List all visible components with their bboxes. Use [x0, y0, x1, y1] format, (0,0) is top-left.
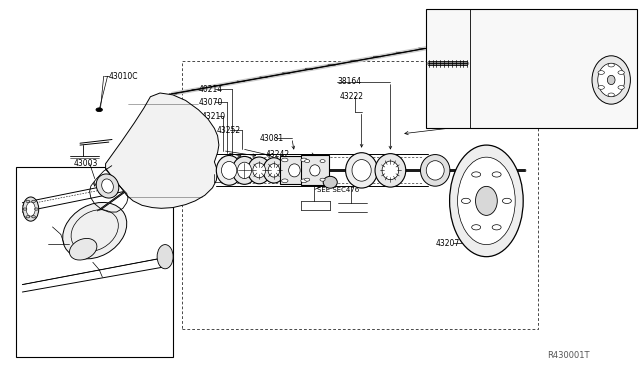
Ellipse shape: [346, 153, 378, 188]
Text: 43210: 43210: [202, 112, 226, 121]
Circle shape: [282, 179, 288, 183]
Text: 38164: 38164: [337, 77, 362, 86]
Ellipse shape: [310, 165, 320, 176]
Text: SEE SEC476: SEE SEC476: [317, 187, 359, 193]
Circle shape: [598, 71, 604, 74]
Circle shape: [96, 108, 102, 112]
Ellipse shape: [382, 161, 399, 180]
Ellipse shape: [157, 245, 173, 269]
Polygon shape: [106, 93, 219, 208]
Ellipse shape: [102, 179, 113, 193]
Ellipse shape: [96, 174, 119, 198]
Text: R430001T: R430001T: [547, 351, 589, 360]
Circle shape: [301, 158, 307, 162]
Text: 43222: 43222: [339, 92, 364, 101]
Text: DIFFERENTIAL: DIFFERENTIAL: [475, 31, 529, 40]
Ellipse shape: [26, 202, 35, 216]
Ellipse shape: [426, 161, 444, 180]
Circle shape: [598, 86, 604, 89]
Circle shape: [301, 179, 307, 183]
Ellipse shape: [352, 160, 371, 181]
Ellipse shape: [375, 154, 406, 187]
Circle shape: [618, 71, 625, 74]
Circle shape: [320, 160, 325, 163]
Bar: [182, 61, 538, 329]
Circle shape: [35, 208, 38, 210]
Bar: [426, 9, 637, 128]
Circle shape: [320, 178, 325, 181]
Text: 432222B: 432222B: [197, 170, 231, 179]
Circle shape: [282, 158, 288, 162]
Text: 43070: 43070: [198, 98, 223, 107]
Circle shape: [502, 198, 511, 203]
Circle shape: [26, 216, 29, 218]
Bar: [16, 167, 173, 357]
Ellipse shape: [263, 158, 285, 183]
Ellipse shape: [323, 176, 337, 188]
Circle shape: [608, 93, 614, 97]
Circle shape: [472, 172, 481, 177]
Circle shape: [618, 86, 625, 89]
Bar: [280, 157, 308, 184]
Text: 43081: 43081: [259, 134, 284, 143]
Text: 43003: 43003: [74, 159, 98, 168]
Text: 38165N(LH): 38165N(LH): [475, 64, 517, 70]
Ellipse shape: [449, 145, 523, 257]
Text: 43010C: 43010C: [109, 72, 138, 81]
Ellipse shape: [420, 155, 450, 186]
Ellipse shape: [253, 163, 266, 178]
Ellipse shape: [63, 202, 127, 259]
Ellipse shape: [607, 75, 615, 84]
Text: DIFF A: DIFF A: [429, 20, 454, 29]
Circle shape: [608, 63, 614, 67]
Circle shape: [32, 200, 36, 202]
Ellipse shape: [70, 238, 97, 260]
Ellipse shape: [476, 186, 497, 215]
Text: 43207: 43207: [435, 239, 460, 248]
Circle shape: [492, 225, 501, 230]
Ellipse shape: [237, 162, 252, 179]
Ellipse shape: [458, 157, 515, 245]
Ellipse shape: [289, 164, 300, 177]
Bar: [223, 173, 293, 179]
Bar: [301, 155, 329, 185]
Ellipse shape: [232, 156, 257, 184]
Circle shape: [23, 208, 27, 210]
Ellipse shape: [248, 157, 271, 184]
Circle shape: [305, 160, 310, 163]
Circle shape: [472, 225, 481, 230]
Text: 43242: 43242: [266, 150, 290, 159]
Circle shape: [492, 172, 501, 177]
Ellipse shape: [216, 155, 242, 185]
Circle shape: [305, 178, 310, 181]
Text: 43252: 43252: [216, 126, 241, 135]
Text: 38164N(RH): 38164N(RH): [475, 51, 518, 57]
Text: REAR LOCKING: REAR LOCKING: [475, 18, 532, 27]
Circle shape: [26, 200, 30, 202]
Ellipse shape: [268, 164, 280, 177]
Ellipse shape: [221, 161, 237, 179]
Ellipse shape: [23, 197, 38, 221]
Circle shape: [461, 198, 470, 203]
Ellipse shape: [598, 63, 625, 97]
Ellipse shape: [592, 56, 630, 104]
Circle shape: [32, 216, 36, 218]
Text: 40214: 40214: [198, 85, 223, 94]
